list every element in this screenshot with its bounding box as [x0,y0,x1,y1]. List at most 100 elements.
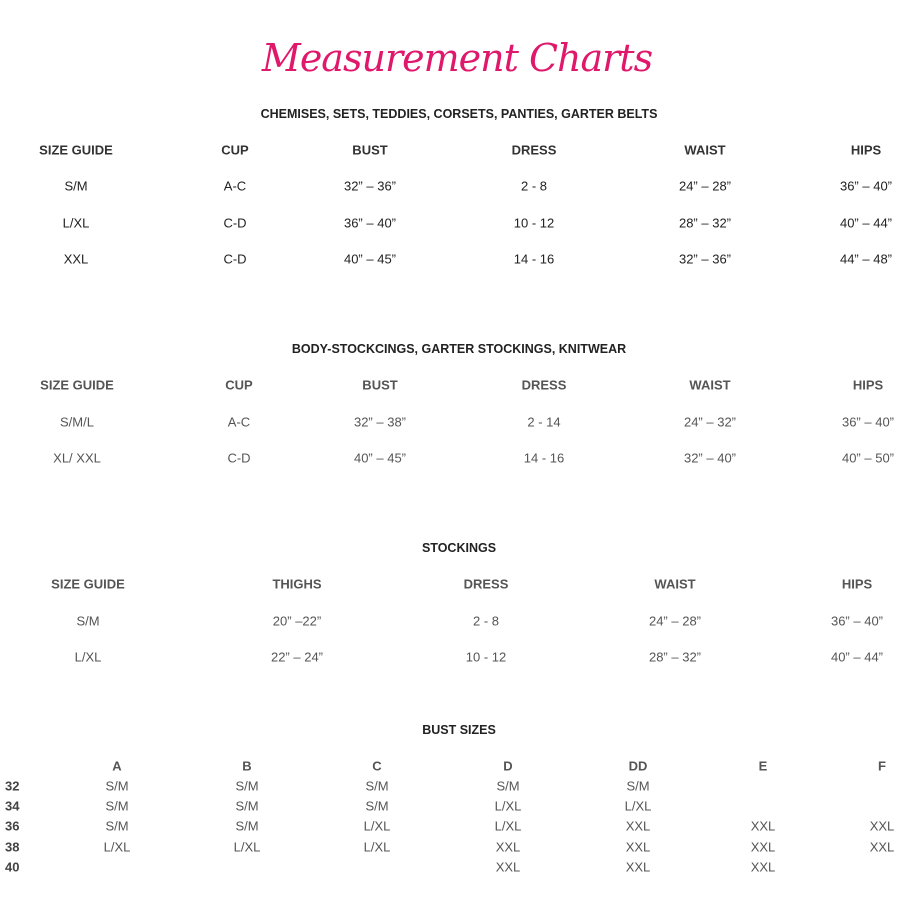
table-cell: 32” – 40” [683,450,737,466]
table-cell: S/M [64,178,88,194]
table-cell: S/M [235,778,259,794]
column-header: HIPS [850,142,882,158]
table-cell: L/XL [494,798,522,814]
table-cell: A-C [223,178,247,194]
table-cell: L/XL [363,818,391,834]
column-header: A [112,758,122,774]
table-cell: XXL [63,251,89,267]
table-cell: XXL [625,859,651,875]
column-header: DRESS [521,377,567,393]
column-header: WAIST [684,142,726,158]
section-title: CHEMISES, SETS, TEDDIES, CORSETS, PANTIE… [260,107,658,121]
table-cell: 14 - 16 [513,251,555,267]
column-header: D [503,758,513,774]
column-header: WAIST [654,576,696,592]
table-cell: 40” – 44” [830,649,884,665]
table-cell: S/M [235,798,259,814]
table-cell: 14 - 16 [523,450,565,466]
column-header: C [372,758,382,774]
column-header: DRESS [511,142,557,158]
row-label: 34 [5,798,20,814]
table-cell: 24” – 32” [683,414,737,430]
column-header: CUP [225,377,253,393]
table-cell: XXL [869,839,895,855]
table-cell: XXL [750,859,776,875]
column-header: E [758,758,768,774]
section-title: STOCKINGS [421,541,497,555]
table-cell: S/M [76,613,100,629]
column-header: SIZE GUIDE [40,377,114,393]
table-cell: S/M [105,818,129,834]
table-cell: S/M [105,778,129,794]
table-cell: S/M [626,778,650,794]
section-title: BODY-STOCKCINGS, GARTER STOCKINGS, KNITW… [291,342,627,356]
table-cell: 28” – 32” [648,649,702,665]
table-cell: XL/ XXL [53,450,101,466]
table-cell: 32” – 36” [678,251,732,267]
table-cell: S/M [235,818,259,834]
row-label: 32 [5,778,20,794]
table-cell: L/XL [62,215,90,231]
table-cell: 2 - 8 [472,613,500,629]
table-cell: 44” – 48” [839,251,893,267]
row-label: 40 [5,859,20,875]
table-cell: S/M [105,798,129,814]
column-header: HIPS [841,576,873,592]
column-header: DRESS [463,576,509,592]
column-header: BUST [362,377,398,393]
table-cell: L/XL [74,649,102,665]
column-header: CUP [221,142,249,158]
table-cell: 36” – 40” [839,178,893,194]
table-cell: L/XL [233,839,261,855]
table-cell: 2 - 14 [527,414,561,430]
table-cell: 36” – 40” [841,414,895,430]
table-cell: 20” –22” [272,613,322,629]
column-header: SIZE GUIDE [51,576,125,592]
column-header: DD [628,758,648,774]
table-cell: 40” – 45” [343,251,397,267]
table-cell: L/XL [103,839,131,855]
table-cell: 40” – 45” [353,450,407,466]
table-cell: 10 - 12 [465,649,507,665]
table-cell: 36” – 40” [343,215,397,231]
table-cell: S/M [365,778,389,794]
column-header: B [242,758,252,774]
table-cell: XXL [495,839,521,855]
table-cell: XXL [869,818,895,834]
table-cell: S/M [496,778,520,794]
table-cell: L/XL [494,818,522,834]
table-cell: 24” – 28” [648,613,702,629]
row-label: 38 [5,839,20,855]
table-cell: C-D [227,450,251,466]
table-cell: XXL [625,839,651,855]
table-cell: L/XL [624,798,652,814]
row-label: 36 [5,818,20,834]
table-cell: 10 - 12 [513,215,555,231]
table-cell: L/XL [363,839,391,855]
table-cell: 2 - 8 [520,178,548,194]
column-header: SIZE GUIDE [39,142,113,158]
column-header: BUST [352,142,388,158]
table-cell: 32” – 36” [343,178,397,194]
column-header: HIPS [852,377,884,393]
table-cell: XXL [495,859,521,875]
table-cell: S/M/L [60,414,94,430]
column-header: F [878,758,886,774]
table-cell: S/M [365,798,389,814]
table-cell: XXL [750,839,776,855]
table-cell: A-C [227,414,251,430]
table-cell: XXL [625,818,651,834]
table-cell: C-D [223,251,247,267]
table-cell: 40” – 44” [839,215,893,231]
table-cell: 40” – 50” [841,450,895,466]
column-header: THIGHS [272,576,322,592]
table-cell: 22” – 24” [270,649,324,665]
table-cell: 32” – 38” [353,414,407,430]
table-cell: C-D [223,215,247,231]
table-cell: 36” – 40” [830,613,884,629]
table-cell: 24” – 28” [678,178,732,194]
column-header: WAIST [689,377,731,393]
logo: Measurement Charts [261,36,653,80]
table-cell: XXL [750,818,776,834]
section-title: BUST SIZES [422,723,496,737]
